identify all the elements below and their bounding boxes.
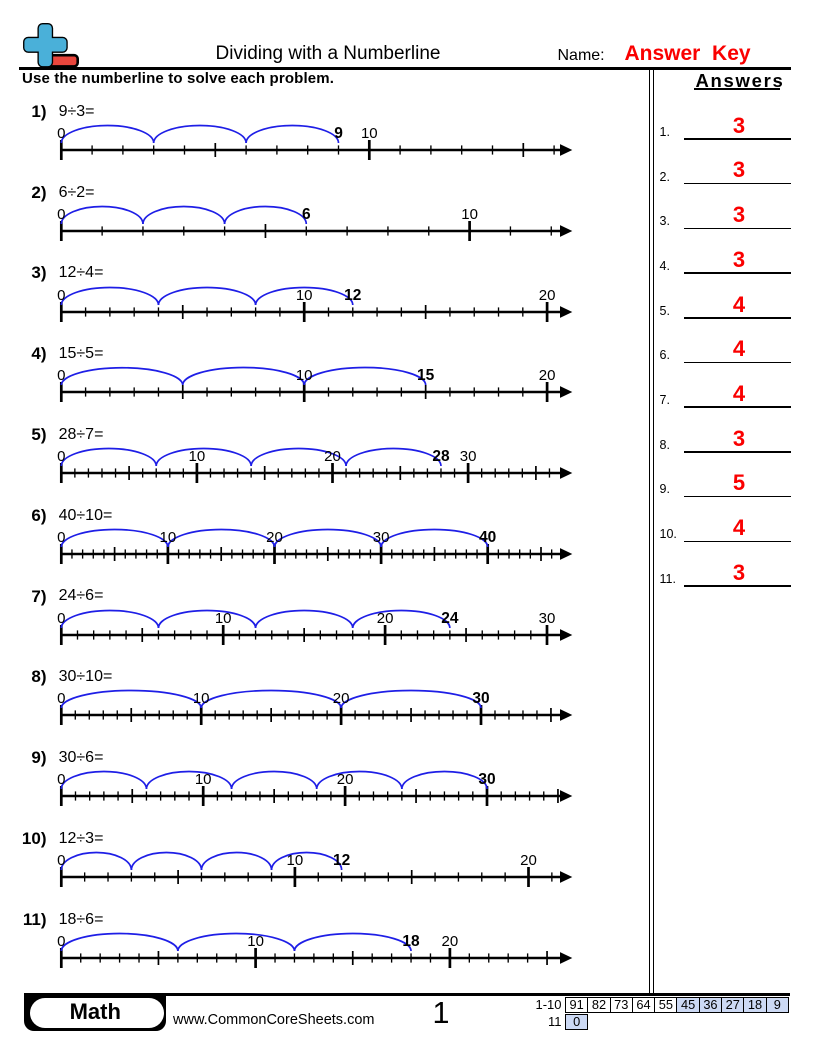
svg-text:0: 0 xyxy=(57,771,65,788)
svg-text:20: 20 xyxy=(333,691,350,708)
svg-text:30: 30 xyxy=(539,610,556,627)
svg-text:20: 20 xyxy=(266,529,283,546)
svg-text:10: 10 xyxy=(296,287,313,304)
svg-text:30: 30 xyxy=(460,448,477,465)
svg-text:12: 12 xyxy=(333,852,350,869)
svg-text:30: 30 xyxy=(478,771,495,788)
svg-text:0: 0 xyxy=(57,610,65,627)
svg-text:12: 12 xyxy=(344,287,361,304)
svg-text:10: 10 xyxy=(160,529,177,546)
svg-text:20: 20 xyxy=(539,287,556,304)
svg-text:30: 30 xyxy=(472,691,489,708)
svg-text:0: 0 xyxy=(57,206,65,223)
svg-text:18: 18 xyxy=(402,933,420,950)
svg-text:0: 0 xyxy=(57,287,65,304)
svg-text:20: 20 xyxy=(337,771,354,788)
svg-text:10: 10 xyxy=(215,610,232,627)
svg-text:20: 20 xyxy=(539,367,556,384)
svg-text:0: 0 xyxy=(57,852,65,869)
svg-text:6: 6 xyxy=(302,206,311,223)
svg-text:10: 10 xyxy=(247,933,264,950)
svg-text:0: 0 xyxy=(57,529,65,546)
svg-text:10: 10 xyxy=(361,125,378,142)
svg-text:0: 0 xyxy=(57,367,65,384)
svg-text:10: 10 xyxy=(287,852,304,869)
svg-text:20: 20 xyxy=(377,610,394,627)
svg-text:30: 30 xyxy=(373,529,390,546)
svg-text:20: 20 xyxy=(442,933,459,950)
svg-text:10: 10 xyxy=(195,771,212,788)
svg-text:40: 40 xyxy=(479,529,496,546)
svg-text:0: 0 xyxy=(57,691,65,708)
svg-text:20: 20 xyxy=(520,852,537,869)
svg-text:9: 9 xyxy=(334,125,343,142)
svg-text:0: 0 xyxy=(57,933,65,950)
svg-text:10: 10 xyxy=(296,367,313,384)
svg-text:10: 10 xyxy=(193,691,210,708)
svg-text:10: 10 xyxy=(461,206,478,223)
svg-text:0: 0 xyxy=(57,448,65,465)
svg-text:10: 10 xyxy=(189,448,206,465)
svg-text:24: 24 xyxy=(441,610,459,627)
svg-text:0: 0 xyxy=(57,125,65,142)
svg-text:20: 20 xyxy=(324,448,341,465)
svg-text:28: 28 xyxy=(432,448,450,465)
svg-text:15: 15 xyxy=(417,367,435,384)
